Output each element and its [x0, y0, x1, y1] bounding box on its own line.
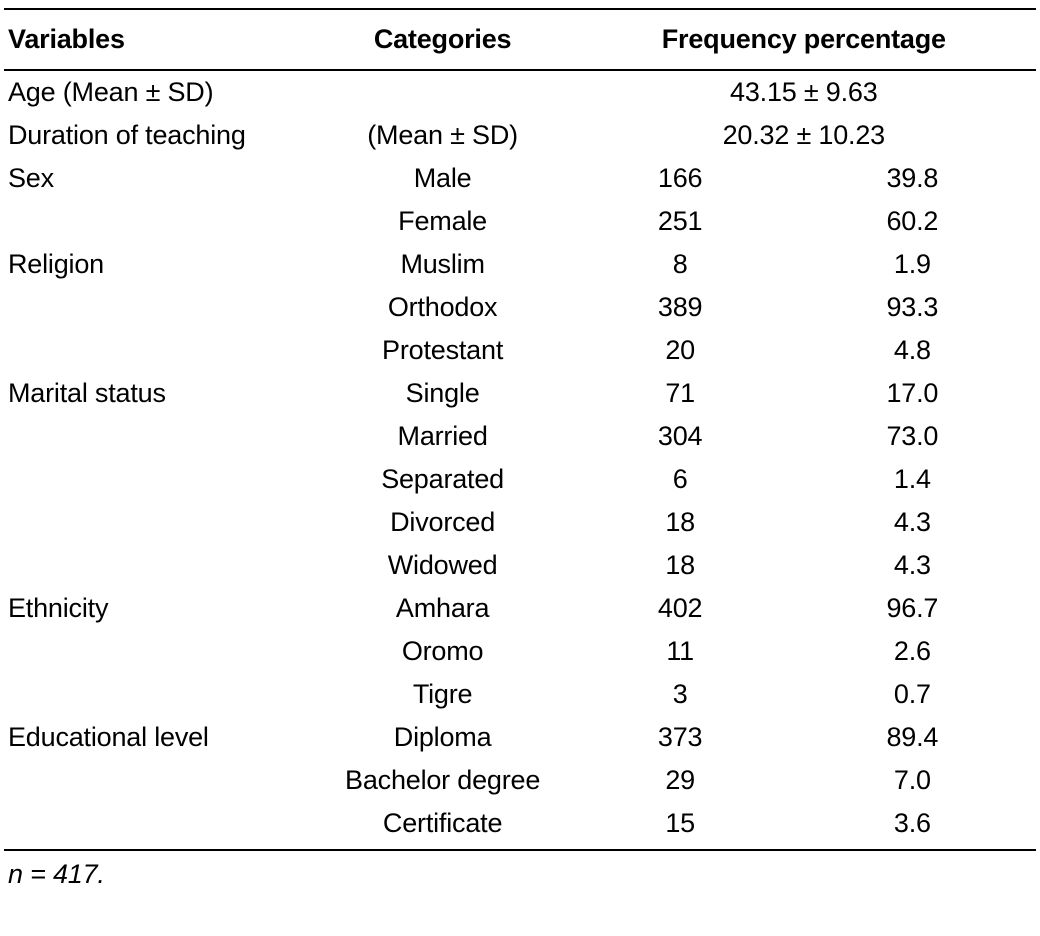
cell-frequency: 251 — [572, 200, 789, 243]
col-header-categories: Categories — [314, 9, 572, 70]
cell-frequency: 166 — [572, 157, 789, 200]
cell-variable — [4, 501, 314, 544]
cell-frequency: 3 — [572, 673, 789, 716]
cell-variable — [4, 286, 314, 329]
cell-category: Separated — [314, 458, 572, 501]
table-row: Female25160.2 — [4, 200, 1036, 243]
cell-frequency: 11 — [572, 630, 789, 673]
table-row: Bachelor degree297.0 — [4, 759, 1036, 802]
cell-category: Female — [314, 200, 572, 243]
cell-percentage: 4.8 — [789, 329, 1036, 372]
cell-frequency: 8 — [572, 243, 789, 286]
cell-variable: Religion — [4, 243, 314, 286]
table-row: Married30473.0 — [4, 415, 1036, 458]
cell-category: Single — [314, 372, 572, 415]
demographics-table-container: Variables Categories Frequency percentag… — [0, 0, 1040, 894]
table-row: Orthodox38993.3 — [4, 286, 1036, 329]
cell-category — [314, 70, 572, 114]
demographics-table: Variables Categories Frequency percentag… — [4, 8, 1036, 851]
cell-frequency: 20 — [572, 329, 789, 372]
cell-variable — [4, 802, 314, 850]
cell-percentage: 96.7 — [789, 587, 1036, 630]
cell-variable: Educational level — [4, 716, 314, 759]
cell-variable — [4, 458, 314, 501]
cell-percentage: 0.7 — [789, 673, 1036, 716]
table-body: Age (Mean ± SD)43.15 ± 9.63Duration of t… — [4, 70, 1036, 850]
cell-category: Muslim — [314, 243, 572, 286]
cell-variable — [4, 759, 314, 802]
table-footnote: n = 417. — [4, 851, 1036, 890]
cell-frequency: 15 — [572, 802, 789, 850]
table-row: Tigre30.7 — [4, 673, 1036, 716]
table-row: Divorced184.3 — [4, 501, 1036, 544]
cell-frequency: 402 — [572, 587, 789, 630]
table-row: Duration of teaching(Mean ± SD)20.32 ± 1… — [4, 114, 1036, 157]
table-row: Educational levelDiploma37389.4 — [4, 716, 1036, 759]
cell-variable — [4, 673, 314, 716]
cell-category: Oromo — [314, 630, 572, 673]
table-row: SexMale16639.8 — [4, 157, 1036, 200]
cell-percentage: 4.3 — [789, 544, 1036, 587]
cell-mean-sd: 20.32 ± 10.23 — [572, 114, 1036, 157]
cell-frequency: 29 — [572, 759, 789, 802]
cell-percentage: 93.3 — [789, 286, 1036, 329]
cell-frequency: 18 — [572, 544, 789, 587]
cell-frequency: 373 — [572, 716, 789, 759]
cell-percentage: 60.2 — [789, 200, 1036, 243]
cell-variable: Duration of teaching — [4, 114, 314, 157]
cell-category: Protestant — [314, 329, 572, 372]
cell-percentage: 39.8 — [789, 157, 1036, 200]
cell-variable: Marital status — [4, 372, 314, 415]
cell-frequency: 18 — [572, 501, 789, 544]
table-row: Oromo112.6 — [4, 630, 1036, 673]
cell-variable — [4, 544, 314, 587]
cell-variable — [4, 200, 314, 243]
cell-category: Certificate — [314, 802, 572, 850]
cell-percentage: 89.4 — [789, 716, 1036, 759]
cell-percentage: 2.6 — [789, 630, 1036, 673]
table-row: Certificate153.6 — [4, 802, 1036, 850]
cell-category: Married — [314, 415, 572, 458]
cell-category: Amhara — [314, 587, 572, 630]
cell-category: (Mean ± SD) — [314, 114, 572, 157]
table-row: ReligionMuslim81.9 — [4, 243, 1036, 286]
cell-frequency: 71 — [572, 372, 789, 415]
cell-variable — [4, 415, 314, 458]
cell-variable: Age (Mean ± SD) — [4, 70, 314, 114]
cell-percentage: 7.0 — [789, 759, 1036, 802]
cell-category: Orthodox — [314, 286, 572, 329]
cell-frequency: 304 — [572, 415, 789, 458]
cell-category: Diploma — [314, 716, 572, 759]
cell-percentage: 1.4 — [789, 458, 1036, 501]
table-row: EthnicityAmhara40296.7 — [4, 587, 1036, 630]
cell-mean-sd: 43.15 ± 9.63 — [572, 70, 1036, 114]
cell-percentage: 73.0 — [789, 415, 1036, 458]
table-row: Age (Mean ± SD) 43.15 ± 9.63 — [4, 70, 1036, 114]
cell-frequency: 6 — [572, 458, 789, 501]
cell-variable — [4, 630, 314, 673]
table-row: Separated61.4 — [4, 458, 1036, 501]
cell-category: Widowed — [314, 544, 572, 587]
cell-percentage: 3.6 — [789, 802, 1036, 850]
col-header-variables: Variables — [4, 9, 314, 70]
cell-category: Tigre — [314, 673, 572, 716]
cell-variable: Ethnicity — [4, 587, 314, 630]
cell-category: Bachelor degree — [314, 759, 572, 802]
cell-variable — [4, 329, 314, 372]
cell-percentage: 17.0 — [789, 372, 1036, 415]
cell-variable: Sex — [4, 157, 314, 200]
cell-percentage: 4.3 — [789, 501, 1036, 544]
table-row: Marital statusSingle7117.0 — [4, 372, 1036, 415]
col-header-frequency-percentage: Frequency percentage — [572, 9, 1036, 70]
cell-frequency: 389 — [572, 286, 789, 329]
table-header-row: Variables Categories Frequency percentag… — [4, 9, 1036, 70]
cell-category: Male — [314, 157, 572, 200]
table-row: Widowed184.3 — [4, 544, 1036, 587]
table-row: Protestant204.8 — [4, 329, 1036, 372]
cell-category: Divorced — [314, 501, 572, 544]
cell-percentage: 1.9 — [789, 243, 1036, 286]
